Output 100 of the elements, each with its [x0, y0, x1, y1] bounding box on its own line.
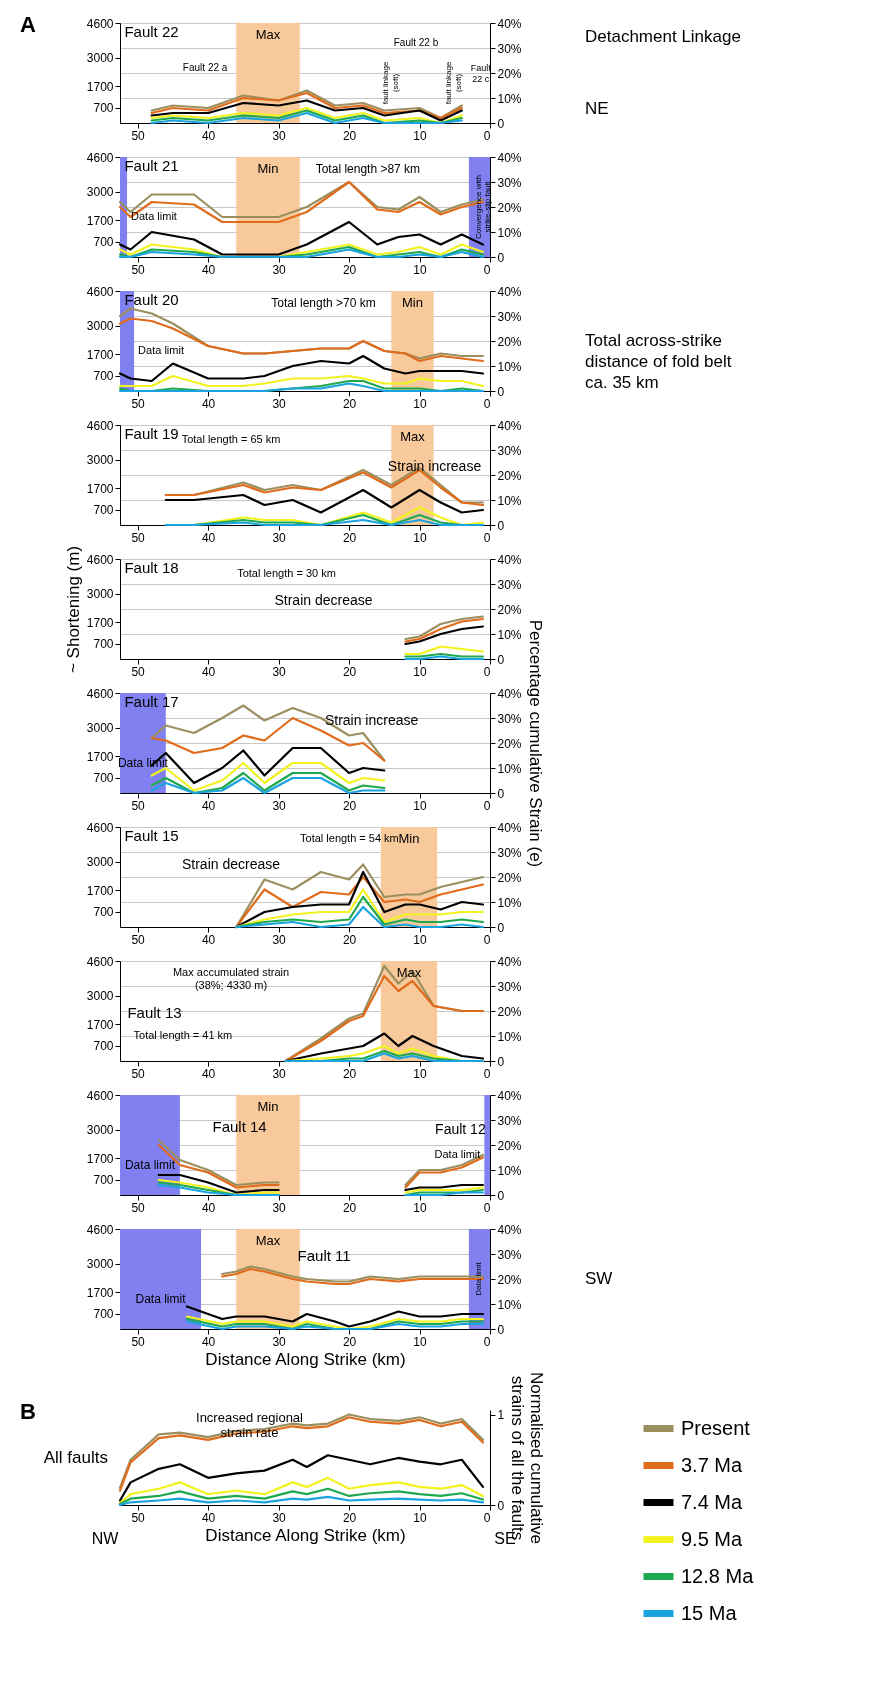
y2-tick-label: 0 [497, 652, 505, 667]
y-tick-label: 1700 [86, 615, 114, 630]
y-tick-label: 700 [93, 235, 114, 250]
x-tick-label: 0 [483, 932, 491, 947]
x-tick-label: 10 [413, 1200, 428, 1215]
y2-tick-label: 20% [497, 870, 522, 885]
x-tick-label: 20 [342, 798, 357, 813]
x-tick-label: 10 [413, 262, 428, 277]
y2-tick-label: 20% [497, 66, 522, 81]
y2-tick-label: 10% [497, 493, 522, 508]
y-tick-label: 700 [93, 101, 114, 116]
y-tick-label: 1700 [86, 347, 114, 362]
x-tick-label: 0 [483, 1510, 491, 1525]
x-tick-label: 20 [342, 1510, 357, 1525]
y2-tick-label: 0 [497, 1188, 505, 1203]
y2-tick-label: 0 [497, 250, 505, 265]
x-tick-label: 10 [413, 1334, 428, 1349]
y-tick-label: 4600 [86, 418, 114, 433]
y2-tick-label: 0 [497, 384, 505, 399]
y2-tick-label: 1 [497, 1408, 505, 1423]
y2-tick-label: 40% [497, 820, 522, 835]
x-tick-label: 0 [483, 128, 491, 143]
x-tick-label: 0 [483, 396, 491, 411]
text: Fault 11 [297, 1247, 351, 1264]
y-tick-label: 3000 [86, 51, 114, 66]
x-tick-label: 0 [483, 1200, 491, 1215]
y-tick-label: 3000 [86, 453, 114, 468]
x-tick-label: 10 [413, 530, 428, 545]
annotation: Strain decrease [274, 592, 373, 608]
annotation: Fault 22 b [393, 37, 439, 48]
x-tick-label: 50 [131, 1334, 146, 1349]
x-tick-label: 30 [272, 396, 287, 411]
x-tick-label: 40 [201, 1510, 216, 1525]
annotation: Strain increase [324, 712, 419, 728]
y-tick-label: 3000 [86, 319, 114, 334]
annotation: fault linkage (soft) [444, 61, 464, 105]
x-tick-label: 50 [131, 1066, 146, 1081]
y-tick-label: 700 [93, 503, 114, 518]
legend-label: 15 Ma [681, 1601, 738, 1624]
y-tick-label: 1700 [86, 883, 114, 898]
y2-tick-label: 10% [497, 627, 522, 642]
band-label: Min [257, 161, 279, 176]
x-tick-label: 30 [272, 798, 287, 813]
x-tick-label: 40 [201, 128, 216, 143]
legend-label: 7.4 Ma [681, 1490, 744, 1513]
y-tick-label: 4600 [86, 1222, 114, 1237]
y-tick-label: 4600 [86, 150, 114, 165]
chart-title: Fault 15 [124, 827, 179, 844]
x-tick-label: 40 [201, 1200, 216, 1215]
x-tick-label: 50 [131, 530, 146, 545]
band-label: Data limit [138, 344, 184, 356]
y-tick-label: 3000 [86, 587, 114, 602]
y-tick-label: 4600 [86, 552, 114, 567]
x-axis-title: Distance Along Strike (km) [205, 1525, 406, 1545]
y-tick-label: 4600 [86, 686, 114, 701]
x-tick-label: 20 [342, 1066, 357, 1081]
band-label: Max [396, 965, 422, 980]
y-tick-label: 4600 [86, 1088, 114, 1103]
y2-tick-label: 30% [497, 41, 522, 56]
chart-title: Fault 20 [124, 291, 179, 308]
y2-tick-label: 40% [497, 1088, 522, 1103]
band-label: Min [398, 831, 420, 846]
x-tick-label: 30 [272, 262, 287, 277]
y2-tick-label: 40% [497, 1222, 522, 1237]
x-tick-label: 10 [413, 1066, 428, 1081]
y2-tick-label: 40% [497, 686, 522, 701]
annotation: Total length >70 km [271, 296, 376, 310]
y-tick-label: 1700 [86, 1285, 114, 1300]
x-tick-label: 0 [483, 1066, 491, 1081]
y-tick-label: 4600 [86, 16, 114, 31]
y-axis-title: All faults [43, 1447, 108, 1467]
y-tick-label: 700 [93, 1307, 114, 1322]
y2-tick-label: 30% [497, 979, 522, 994]
y2-tick-label: 0 [497, 920, 505, 935]
y-tick-label: 3000 [86, 1123, 114, 1138]
legend-label: 3.7 Ma [681, 1453, 744, 1476]
y2-tick-label: 40% [497, 552, 522, 567]
chart-title: Fault 21 [124, 157, 179, 174]
annotation: Fault 22 c [470, 63, 492, 84]
y2-tick-label: 0 [497, 1498, 505, 1513]
x-tick-label: 0 [483, 530, 491, 545]
x-axis-title: Distance Along Strike (km) [205, 1349, 406, 1369]
y2-axis-title: Percentage cumulative Strain (e) [525, 619, 545, 868]
y-tick-label: 1700 [86, 1017, 114, 1032]
y-tick-label: 700 [93, 905, 114, 920]
text: NW [91, 1530, 120, 1547]
x-tick-label: 20 [342, 128, 357, 143]
x-tick-label: 40 [201, 396, 216, 411]
band-label: Min [402, 295, 423, 310]
x-tick-label: 40 [201, 530, 216, 545]
x-tick-label: 20 [342, 262, 357, 277]
x-tick-label: 50 [131, 664, 146, 679]
chart-subtitle: B [20, 1399, 36, 1424]
band-label: Data limit [124, 1158, 176, 1172]
annotation: Strain decrease [181, 856, 281, 872]
text: Fault 14 [212, 1118, 267, 1135]
x-tick-label: 20 [342, 530, 357, 545]
y2-tick-label: 30% [497, 711, 522, 726]
chart-subtitle: A [20, 12, 36, 37]
annotation: Total length = 30 km [237, 567, 336, 579]
